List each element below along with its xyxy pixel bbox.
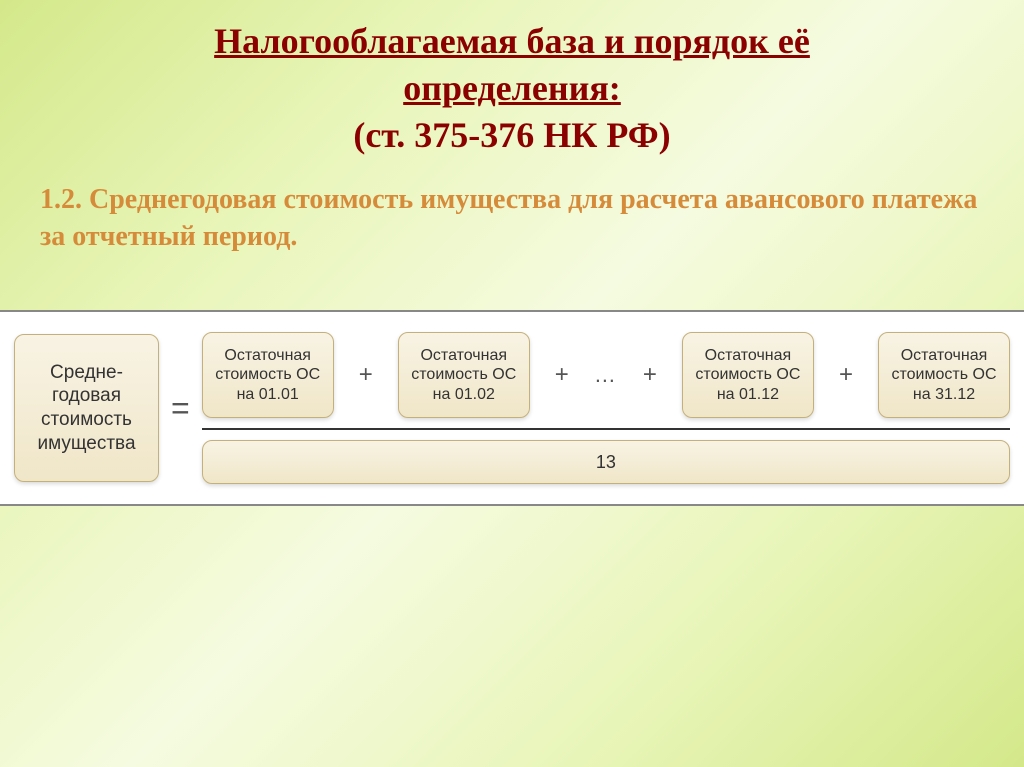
subheading: 1.2. Среднегодовая стоимость имущества д… [0, 158, 1024, 255]
numerator-row: Остаточная стоимость ОС на 01.01 + Остат… [202, 332, 1010, 418]
denominator-box: 13 [202, 440, 1010, 484]
plus-3: + [643, 361, 657, 389]
plus-1: + [359, 361, 373, 389]
rhs-fraction: Остаточная стоимость ОС на 01.01 + Остат… [202, 332, 1010, 484]
lhs-box: Средне-годовая стоимость имущества [14, 334, 159, 482]
slide-title: Налогооблагаемая база и порядок её опред… [0, 0, 1024, 158]
term-box-4: Остаточная стоимость ОС на 31.12 [878, 332, 1010, 418]
term-box-3: Остаточная стоимость ОС на 01.12 [682, 332, 814, 418]
plus-2: + [555, 361, 569, 389]
formula-row: Средне-годовая стоимость имущества = Ост… [14, 332, 1010, 484]
term-box-1: Остаточная стоимость ОС на 01.01 [202, 332, 334, 418]
title-line-3: (ст. 375-376 НК РФ) [353, 115, 670, 155]
plus-4: + [839, 361, 853, 389]
equals-sign: = [167, 390, 194, 427]
ellipsis: … [594, 362, 618, 388]
title-line-2: определения: [403, 68, 621, 108]
fraction-line [202, 428, 1010, 430]
title-line-1: Налогооблагаемая база и порядок её [214, 21, 810, 61]
term-box-2: Остаточная стоимость ОС на 01.02 [398, 332, 530, 418]
formula-region: Средне-годовая стоимость имущества = Ост… [0, 310, 1024, 506]
